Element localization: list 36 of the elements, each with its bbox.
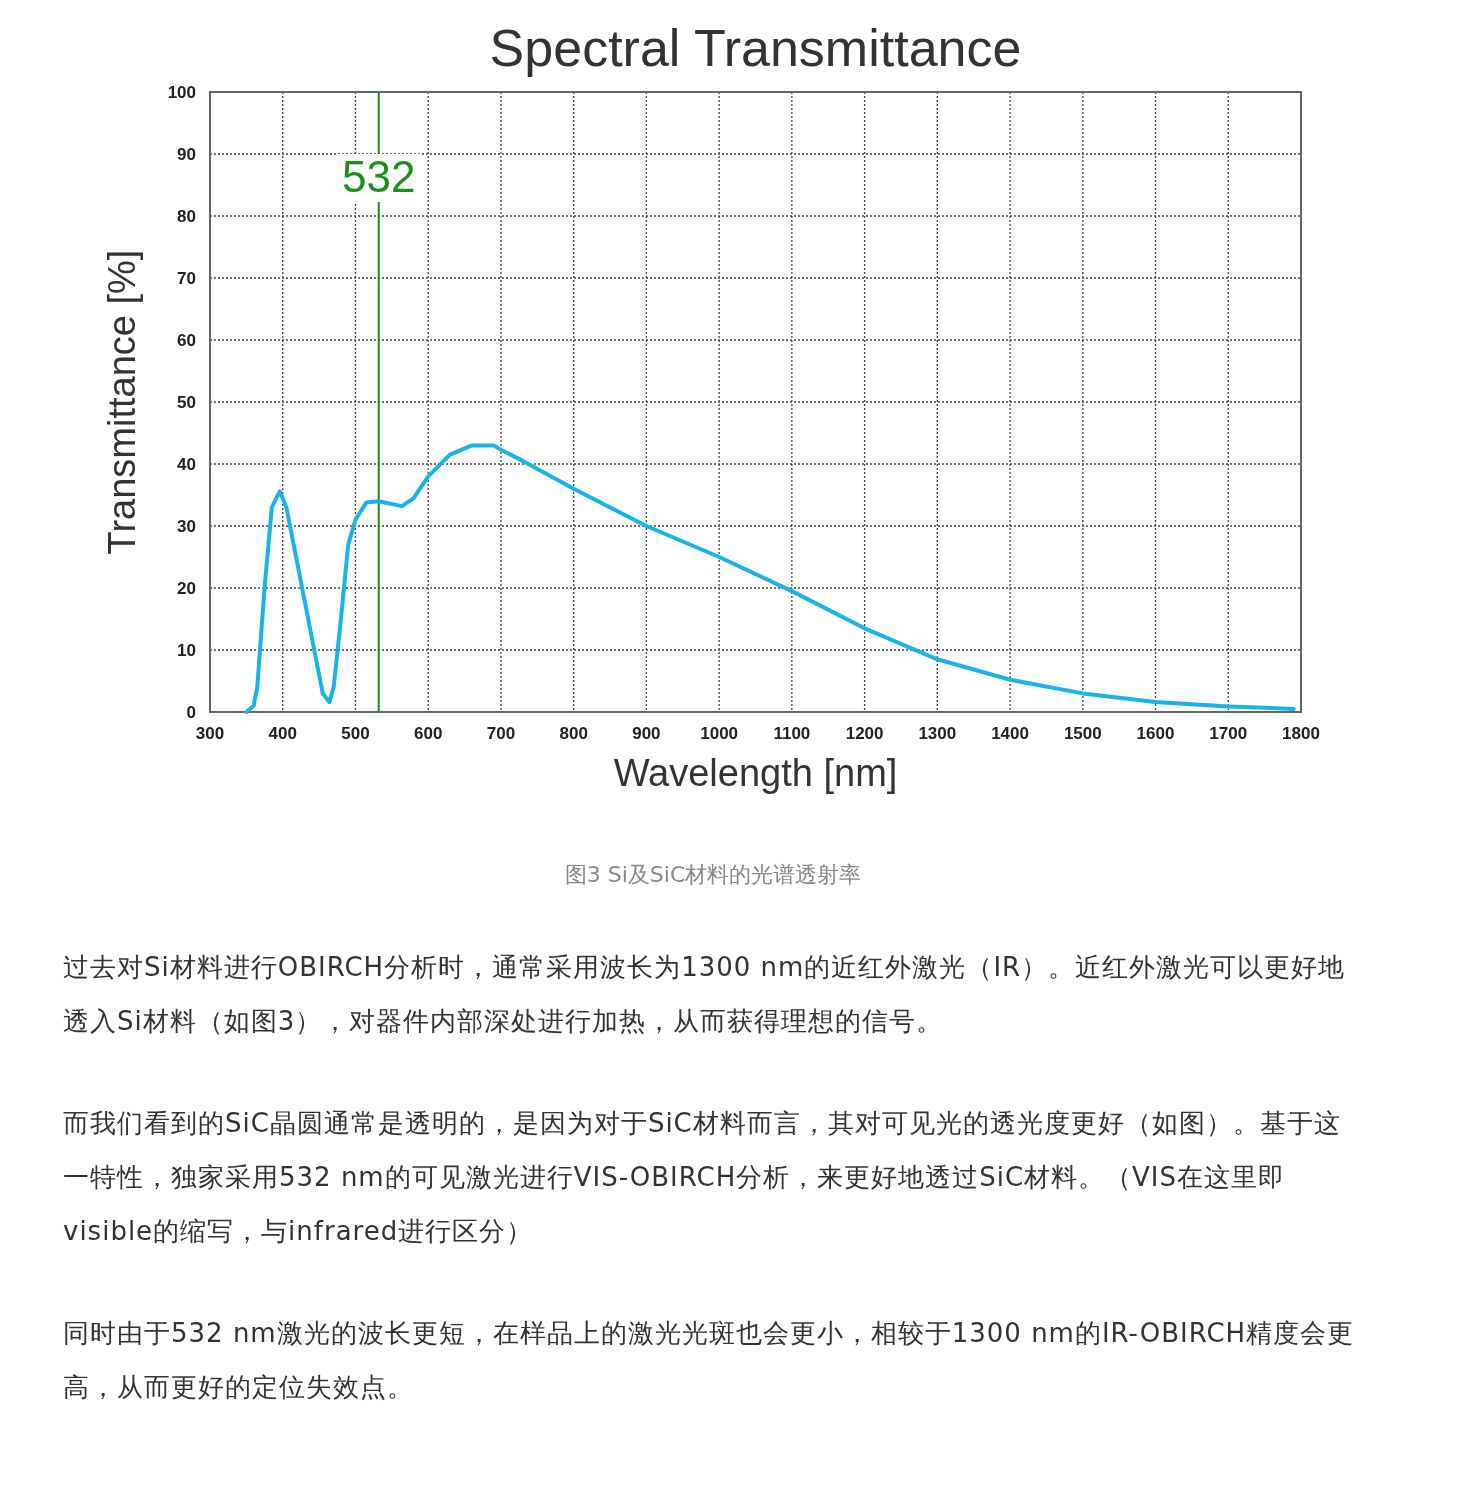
chart-title: Spectral Transmittance bbox=[489, 19, 1022, 77]
y-tick-label: 80 bbox=[177, 207, 196, 226]
x-tick-label: 1600 bbox=[1136, 724, 1175, 743]
x-tick-label: 800 bbox=[559, 724, 588, 743]
x-tick-label: 300 bbox=[195, 724, 225, 743]
x-tick-label: 1700 bbox=[1209, 724, 1248, 743]
x-tick-label: 500 bbox=[341, 724, 370, 743]
x-axis-title: Wavelength [nm] bbox=[613, 752, 898, 794]
line-series bbox=[244, 443, 1296, 714]
x-tick-label: 1400 bbox=[991, 724, 1029, 743]
y-tick-label: 50 bbox=[177, 393, 196, 412]
x-tick-label: 600 bbox=[414, 724, 443, 743]
y-tick-label: 100 bbox=[167, 83, 196, 102]
x-tick-label: 900 bbox=[632, 724, 661, 743]
y-tick-label: 20 bbox=[177, 579, 196, 598]
x-tick-label: 400 bbox=[268, 724, 297, 743]
x-tick-label: 1100 bbox=[773, 724, 811, 743]
y-tick-label: 90 bbox=[177, 145, 196, 164]
x-tick-label: 700 bbox=[486, 724, 516, 743]
caption: 图3 Si及SiC材料的光谱透射率 bbox=[563, 861, 863, 889]
x-tick-label: 1500 bbox=[1063, 724, 1102, 743]
x-tick-label: 1800 bbox=[1282, 724, 1320, 743]
y-tick-label: 60 bbox=[177, 331, 196, 350]
y-tick-label: 30 bbox=[177, 517, 196, 536]
text: 过去对Si材料进行OBIRCH分析时，通常采用波长为1300 nm的近红外激光（IR）。近红外激光可以更好地透入Si材料（如图3），对器件内部深处进行加热，从而获得理想的信号。 bbox=[63, 951, 1347, 1038]
text: 同时由于532 nm激光的波长更短，在样品上的激光光斑也会更小，相较于1300 nm的IR-OBIRCH精度会更高，从而更好的定位失效点。 bbox=[63, 1317, 1356, 1404]
x-tick-label: 1300 bbox=[918, 724, 957, 743]
x-tick-label: 1200 bbox=[845, 724, 884, 743]
ref-line-label: 532 bbox=[342, 152, 416, 201]
x-tick-label: 1000 bbox=[700, 724, 739, 743]
text: 而我们看到的SiC晶圆通常是透明的，是因为对于SiC材料而言，其对可见光的透光度更好（如图）。基于这一特性，独家采用532 nm的可见激光进行VIS-OBIRCH分析，来更好地透过SiC材料。（VIS在这里即visible的缩写，与infrared进行区分） bbox=[63, 1107, 1342, 1248]
y-tick-label: 10 bbox=[177, 641, 196, 660]
y-axis-title: Transmittance [%] bbox=[101, 249, 143, 555]
y-tick-label: 70 bbox=[177, 269, 196, 288]
y-tick-label: 40 bbox=[177, 455, 196, 474]
y-tick-label: 0 bbox=[186, 703, 196, 722]
